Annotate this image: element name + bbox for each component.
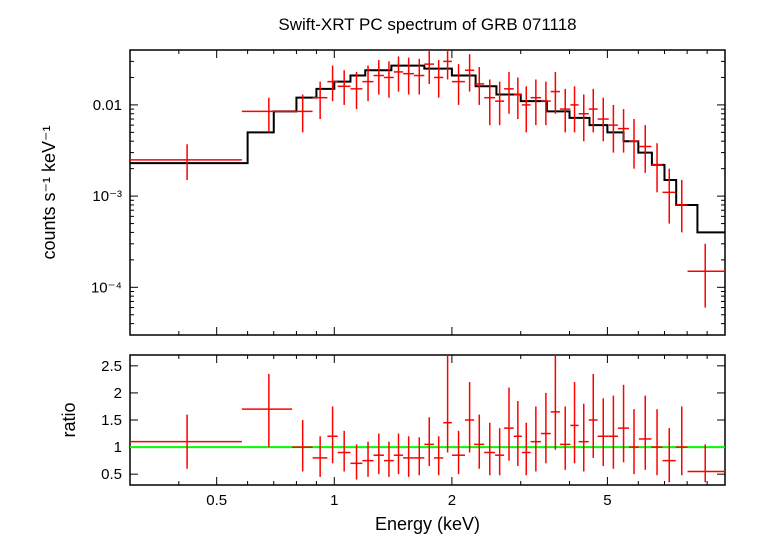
top-panel-frame (130, 50, 725, 335)
xtick: 2 (448, 492, 456, 509)
bottom-data (130, 355, 725, 482)
ytick-bottom: 0.5 (101, 466, 122, 483)
ytick-bottom: 2 (114, 385, 122, 402)
ytick-bottom: 2.5 (101, 358, 122, 375)
chart-title: Swift-XRT PC spectrum of GRB 071118 (278, 15, 576, 34)
ylabel-bottom: ratio (59, 402, 79, 437)
ytick-bottom: 1 (114, 439, 122, 456)
ytick-top: 10⁻⁴ (91, 279, 122, 296)
xtick: 1 (330, 492, 338, 509)
ytick-top: 0.01 (93, 97, 122, 114)
bottom-panel-frame (130, 355, 725, 485)
xtick: 5 (603, 492, 611, 509)
ytick-bottom: 1.5 (101, 412, 122, 429)
top-data (130, 45, 725, 307)
ylabel-top: counts s⁻¹ keV⁻¹ (39, 125, 59, 259)
model-curve (130, 66, 725, 233)
ytick-top: 10⁻³ (92, 188, 122, 205)
xlabel: Energy (keV) (375, 514, 480, 534)
spectrum-chart: Swift-XRT PC spectrum of GRB 071118 10⁻⁴ 1… (0, 0, 758, 556)
xtick: 0.5 (206, 492, 227, 509)
